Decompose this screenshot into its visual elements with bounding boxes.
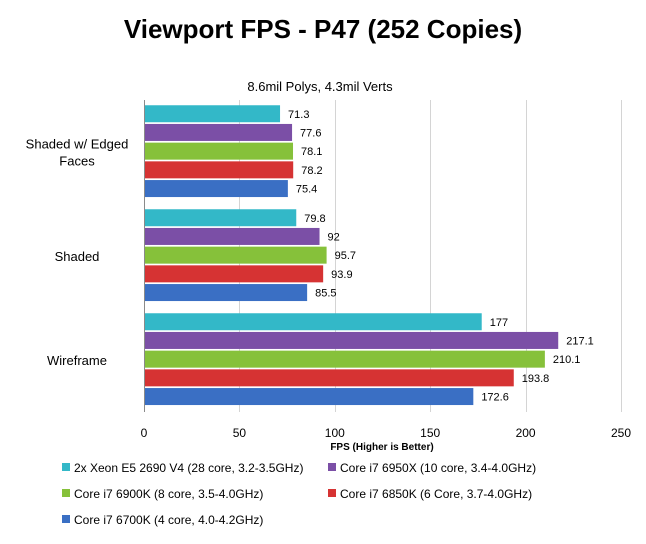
data-label-1-4: 85.5 [315, 288, 336, 300]
data-label-1-0: 79.8 [304, 213, 325, 225]
category-label-2: Wireframe [47, 353, 107, 368]
bar-0-0 [145, 105, 281, 123]
bar-0-1 [145, 123, 293, 141]
x-tick-labels: 0 50 100 150 200 250 [141, 426, 632, 440]
data-label-2-1: 217.1 [566, 335, 594, 347]
data-label-0-1: 77.6 [300, 127, 321, 139]
x-tick-label-0: 0 [141, 426, 148, 440]
bar-2-1 [145, 331, 559, 349]
legend-label-4: Core i7 6700K (4 core, 4.0-4.2GHz) [74, 513, 263, 527]
bar-2-3 [145, 369, 514, 387]
legend-label-0: 2x Xeon E5 2690 V4 (28 core, 3.2-3.5GHz) [74, 461, 303, 475]
data-label-1-1: 92 [328, 231, 340, 243]
data-label-2-0: 177 [490, 317, 508, 329]
legend-label-2: Core i7 6900K (8 core, 3.5-4.0GHz) [74, 487, 263, 501]
bars [145, 105, 559, 406]
data-label-0-4: 75.4 [296, 184, 317, 196]
bar-1-4 [145, 284, 308, 302]
legend-swatch-0 [62, 463, 70, 471]
data-label-0-3: 78.2 [301, 165, 322, 177]
bar-1-3 [145, 265, 324, 283]
bar-2-2 [145, 350, 545, 368]
legend: 2x Xeon E5 2690 V4 (28 core, 3.2-3.5GHz)… [62, 461, 536, 527]
legend-swatch-3 [328, 489, 336, 497]
x-axis-title: FPS (Higher is Better) [330, 442, 433, 453]
data-label-2-2: 210.1 [553, 354, 581, 366]
bar-1-2 [145, 246, 327, 264]
bar-0-2 [145, 142, 294, 160]
x-tick-label-4: 200 [516, 426, 536, 440]
bar-0-3 [145, 161, 294, 179]
chart-subtitle: 8.6mil Polys, 4.3mil Verts [247, 79, 393, 94]
x-tick-label-2: 100 [325, 426, 345, 440]
data-label-1-3: 93.9 [331, 269, 352, 281]
bar-0-4 [145, 180, 288, 198]
data-label-0-2: 78.1 [301, 146, 322, 158]
legend-swatch-2 [62, 489, 70, 497]
category-labels: Shaded w/ Edged Faces Shaded Wireframe [26, 137, 129, 369]
x-tick-label-1: 50 [233, 426, 247, 440]
bar-1-1 [145, 227, 320, 245]
x-tick-label-3: 150 [420, 426, 440, 440]
x-tick-label-5: 250 [611, 426, 631, 440]
data-label-2-4: 172.6 [481, 392, 509, 404]
category-label-0: Shaded w/ Edged Faces [26, 137, 129, 169]
bar-2-0 [145, 313, 482, 331]
category-label-1: Shaded [55, 249, 100, 264]
bar-1-0 [145, 209, 297, 227]
legend-swatch-1 [328, 463, 336, 471]
data-labels: 71.3 77.6 78.1 78.2 75.4 79.892 95.7 93.9 85.5 17… [288, 109, 594, 404]
legend-swatch-4 [62, 515, 70, 523]
chart-title: Viewport FPS - P47 (252 Copies) [124, 14, 522, 44]
data-label-1-2: 95.7 [335, 250, 356, 262]
bar-2-4 [145, 388, 474, 406]
legend-label-1: Core i7 6950X (10 core, 3.4-4.0GHz) [340, 461, 536, 475]
data-label-0-0: 71.3 [288, 109, 309, 121]
legend-label-3: Core i7 6850K (6 Core, 3.7-4.0GHz) [340, 487, 532, 501]
data-label-2-3: 193.8 [522, 373, 550, 385]
